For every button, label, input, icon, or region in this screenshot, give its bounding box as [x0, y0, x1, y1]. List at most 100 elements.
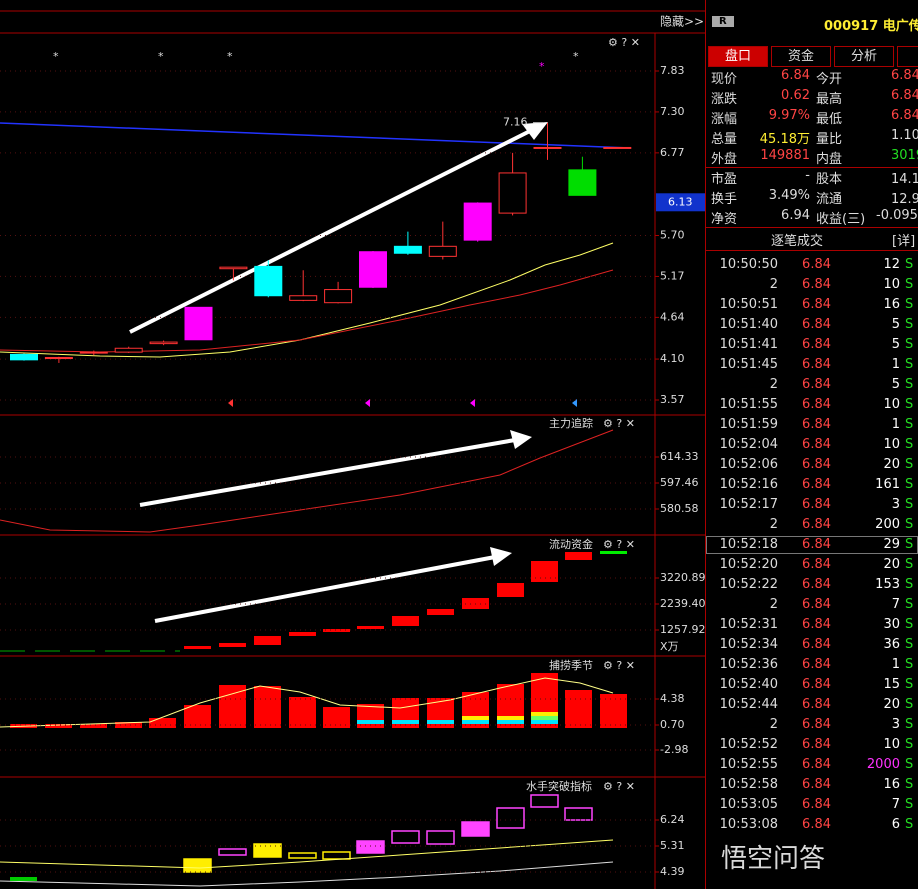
quote-value: 3.49%	[768, 188, 810, 203]
candle-body	[463, 202, 492, 241]
hide-button[interactable]: 隐藏>>	[660, 15, 704, 29]
trade-side: S	[905, 417, 914, 432]
trade-side: S	[905, 377, 914, 392]
svg-text:⚙ ? ✕: ⚙ ? ✕	[603, 659, 635, 672]
candle-body	[254, 265, 283, 297]
tab[interactable]: 分析	[834, 46, 894, 67]
signal-stars: * * * * *	[53, 50, 579, 73]
panel-title: 主力追踪	[549, 416, 593, 430]
panel-title: 水手突破指标	[526, 779, 592, 793]
candle-body	[533, 146, 562, 149]
candle-body	[10, 353, 38, 361]
panel-title: 捕捞季节	[549, 658, 593, 672]
y-tick-label: 4.10	[660, 352, 685, 365]
trade-time: 10:51:55	[719, 397, 778, 412]
trade-volume: 16	[883, 297, 900, 312]
trade-price: 6.84	[802, 497, 831, 512]
quote-label: 流通	[816, 192, 843, 207]
y-tick-label: 4.39	[660, 865, 685, 878]
candle-body	[428, 245, 457, 257]
trade-price: 6.84	[802, 597, 831, 612]
trade-volume: 6	[891, 817, 900, 832]
trade-side: S	[905, 457, 914, 472]
sailor-boxes	[183, 794, 593, 873]
trend-arrow-head	[490, 547, 512, 566]
trade-side: S	[905, 797, 914, 812]
trade-volume: 1	[891, 417, 900, 432]
y-tick-label: 5.70	[660, 229, 685, 242]
y-tick-label: 7.30	[660, 105, 685, 118]
trade-time: 10:51:45	[719, 357, 778, 372]
candle-body	[289, 295, 318, 301]
trade-price: 6.84	[802, 277, 831, 292]
quote-label: 收益(三)	[816, 212, 866, 227]
y-tick-label: 4.64	[660, 310, 685, 323]
unit-label: X万	[660, 640, 679, 653]
trade-volume: 3	[891, 717, 900, 732]
flow-bar	[600, 551, 627, 554]
trade-side: S	[905, 597, 914, 612]
trades-detail[interactable]: [详]	[892, 234, 916, 249]
quote-label: 内盘	[816, 152, 843, 167]
trade-price: 6.84	[802, 717, 831, 732]
trade-price: 6.84	[802, 317, 831, 332]
separator	[706, 227, 918, 228]
trade-time: 10:52:06	[719, 457, 778, 472]
trade-side: S	[905, 497, 914, 512]
panel-title: 流动资金	[549, 537, 593, 551]
trade-time: 10:52:36	[719, 657, 778, 672]
quote-label: 量比	[816, 132, 843, 147]
trade-side: S	[905, 817, 914, 832]
indicator-line	[0, 861, 614, 887]
quote-label: 最低	[816, 112, 843, 127]
tab[interactable]: 资金	[771, 46, 831, 67]
tab[interactable]: 盘口	[708, 46, 768, 67]
quote-value: 6.84	[891, 108, 918, 123]
svg-text:*: *	[53, 50, 59, 63]
indicator-line	[0, 677, 614, 728]
y-tick-label: 1257.92	[660, 623, 705, 636]
trade-volume: 20	[883, 697, 900, 712]
trade-price: 6.84	[802, 417, 831, 432]
trade-side: S	[905, 717, 914, 732]
quote-value: 9.97%	[768, 108, 810, 123]
trade-time: 10:51:59	[719, 417, 778, 432]
trade-side: S	[905, 277, 914, 292]
tab[interactable]: 操	[897, 46, 918, 67]
quote-value: 0.62	[781, 88, 810, 103]
candle-body	[79, 351, 108, 354]
trade-price: 6.84	[802, 297, 831, 312]
trade-time: 10:50:51	[719, 297, 778, 312]
panel-icons[interactable]: ⚙ ? ✕ ⚙ ? ✕ ⚙ ? ✕ ⚙ ? ✕ ⚙ ? ✕	[603, 36, 640, 793]
trade-volume: 153	[875, 577, 900, 592]
trade-price: 6.84	[802, 797, 831, 812]
trade-side: S	[905, 777, 914, 792]
candle-body	[393, 245, 422, 254]
flow-bars	[184, 552, 592, 649]
y-tick-label: 3.57	[660, 393, 685, 406]
y-tick-label: 3220.89	[660, 571, 705, 584]
trade-price: 6.84	[802, 257, 831, 272]
trade-volume: 16	[883, 777, 900, 792]
trade-price: 6.84	[802, 677, 831, 692]
y-tick-label: 2239.40	[660, 597, 705, 610]
candle-body	[219, 266, 248, 270]
trade-volume: 5	[891, 317, 900, 332]
quote-label: 现价	[711, 72, 738, 87]
trade-price: 6.84	[802, 577, 831, 592]
candle-body	[324, 289, 353, 304]
svg-text:⚙ ? ✕: ⚙ ? ✕	[603, 417, 635, 430]
trade-time: 2	[769, 717, 778, 732]
quote-value: 6.94	[781, 208, 810, 223]
trade-volume: 5	[891, 337, 900, 352]
price-marker-box	[656, 193, 705, 212]
trade-price: 6.84	[802, 337, 831, 352]
trade-side: S	[905, 757, 914, 772]
svg-text:*: *	[573, 50, 579, 63]
trade-volume: 7	[891, 597, 900, 612]
trade-price: 6.84	[802, 477, 831, 492]
trade-time: 10:52:20	[719, 557, 778, 572]
trade-volume: 10	[883, 437, 900, 452]
trade-side: S	[905, 637, 914, 652]
